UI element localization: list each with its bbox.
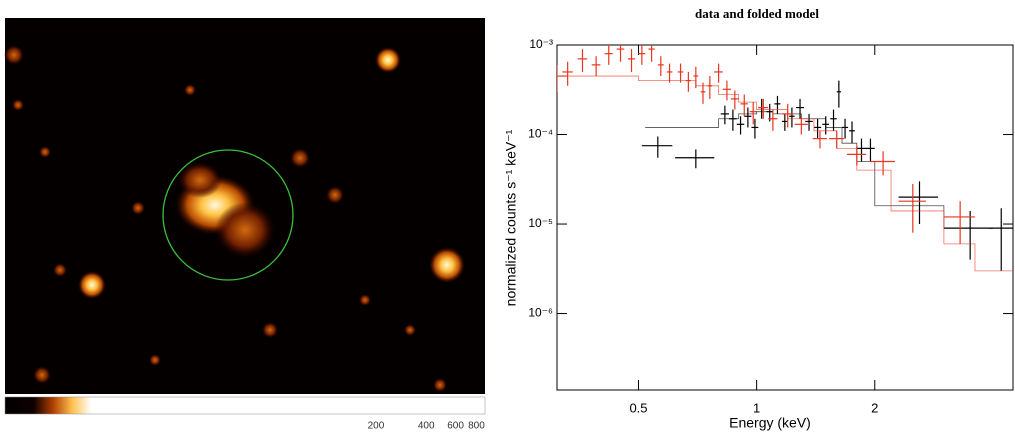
- model-line: [557, 75, 1013, 272]
- colorbar-tick-label: 800: [468, 421, 485, 432]
- x-tick-label: 1: [753, 400, 760, 415]
- y-tick-label: 10⁻⁵: [528, 216, 553, 230]
- chart-title: data and folded model: [695, 6, 819, 21]
- colorbar-tick-label: 400: [418, 421, 435, 432]
- y-tick-label: 10⁻⁶: [528, 306, 553, 320]
- spectrum-panel: data and folded model Energy (keV) norma…: [503, 6, 1014, 431]
- colorbar-tick-label: 600: [447, 421, 464, 432]
- colorbar: [4, 396, 486, 415]
- plot-frame: [556, 44, 1014, 391]
- y-axis-label: normalized counts s⁻¹ keV⁻¹: [503, 129, 519, 306]
- x-axis-label: Energy (keV): [729, 415, 811, 431]
- x-tick-label: 2: [871, 400, 878, 415]
- y-tick-label: 10⁻⁴: [528, 127, 553, 141]
- model-line: [645, 111, 1013, 229]
- image-panel: 200 400 600 800: [4, 18, 486, 432]
- x-tick-label: 0.5: [629, 400, 647, 415]
- colorbar-tick-label: 200: [368, 421, 385, 432]
- sources: [4, 45, 465, 392]
- y-tick-label: 10⁻³: [529, 37, 553, 51]
- source-region: [162, 149, 294, 281]
